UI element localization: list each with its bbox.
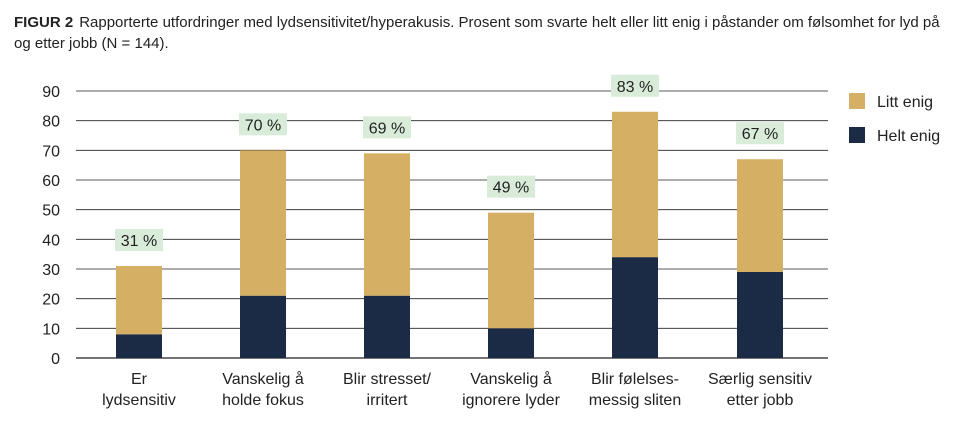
bar-helt-enig xyxy=(612,257,658,358)
y-tick-label: 70 xyxy=(42,143,60,160)
category-label: Blir følelses- xyxy=(591,371,679,388)
bar-litt-enig xyxy=(612,111,658,258)
total-label: 49 % xyxy=(493,180,529,197)
category-label: holde fokus xyxy=(222,392,304,409)
category-label: Vanskelig å xyxy=(470,370,552,388)
bar-litt-enig xyxy=(116,266,162,335)
bar-helt-enig xyxy=(488,328,534,358)
bar-litt-enig xyxy=(488,212,534,329)
category-label: ignorere lyder xyxy=(462,392,561,409)
total-label-bg xyxy=(115,229,163,252)
figure-label: FIGUR 2 xyxy=(14,14,74,31)
y-tick-label: 60 xyxy=(42,173,60,190)
category-label: Blir stresset/ xyxy=(343,371,432,388)
y-tick-label: 80 xyxy=(42,114,60,131)
category-label: irritert xyxy=(367,392,408,409)
y-tick-label: 50 xyxy=(42,203,60,220)
bar-helt-enig xyxy=(364,295,410,358)
total-label-bg xyxy=(487,175,535,198)
category-label: lydsensitiv xyxy=(102,392,176,409)
y-tick-label: 90 xyxy=(42,84,60,101)
bar-helt-enig xyxy=(737,271,783,358)
total-label: 31 % xyxy=(121,233,157,250)
total-label: 67 % xyxy=(742,126,778,143)
category-label: Er xyxy=(131,371,148,388)
y-tick-label: 20 xyxy=(42,292,60,309)
category-label: etter jobb xyxy=(727,392,794,409)
y-tick-label: 0 xyxy=(51,351,60,368)
category-label: messig sliten xyxy=(589,392,681,409)
total-label-bg xyxy=(611,74,659,97)
legend-label: Litt enig xyxy=(877,94,933,111)
category-label: Særlig sensitiv xyxy=(708,371,812,388)
figure-caption: FIGUR 2 Rapporterte utfordringer med lyds… xyxy=(14,12,944,54)
total-label-bg xyxy=(736,122,784,145)
bar-litt-enig xyxy=(240,150,286,296)
legend-label: Helt enig xyxy=(877,128,940,145)
y-tick-label: 30 xyxy=(42,262,60,279)
total-label: 83 % xyxy=(617,79,653,96)
bar-helt-enig xyxy=(116,334,162,358)
bar-litt-enig xyxy=(737,159,783,272)
bar-helt-enig xyxy=(240,295,286,358)
bar-litt-enig xyxy=(364,153,410,296)
legend-swatch-litt-enig xyxy=(849,93,865,109)
category-label: Vanskelig å xyxy=(222,370,304,388)
total-label: 70 % xyxy=(245,117,281,134)
total-label-bg xyxy=(363,116,411,139)
legend-swatch-helt-enig xyxy=(849,127,865,143)
figure-title: Rapporterte utfordringer med lydsensitiv… xyxy=(14,14,940,52)
total-label-bg xyxy=(239,113,287,136)
total-label: 69 % xyxy=(369,120,405,137)
y-tick-label: 10 xyxy=(42,321,60,338)
y-tick-label: 40 xyxy=(42,232,60,249)
